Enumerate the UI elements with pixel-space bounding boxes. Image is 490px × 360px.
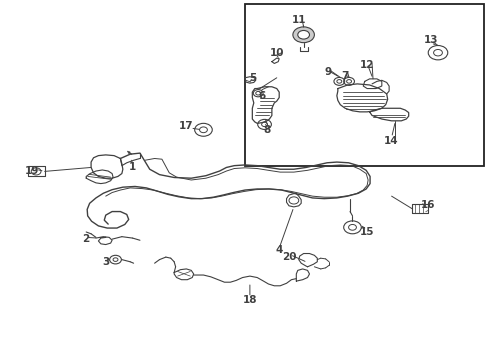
Circle shape: [293, 27, 315, 42]
Text: 12: 12: [360, 60, 374, 70]
Text: 6: 6: [259, 91, 266, 101]
Text: 5: 5: [249, 73, 256, 83]
Text: 4: 4: [275, 245, 283, 255]
Text: 11: 11: [292, 15, 306, 26]
Text: 17: 17: [179, 121, 194, 131]
Text: 15: 15: [360, 227, 374, 237]
Text: 2: 2: [83, 234, 90, 244]
Text: 16: 16: [421, 200, 436, 210]
Text: 3: 3: [102, 257, 109, 267]
Text: 8: 8: [263, 125, 270, 135]
Text: 13: 13: [423, 35, 438, 45]
Circle shape: [298, 31, 310, 39]
Text: 18: 18: [243, 295, 257, 305]
Text: 7: 7: [342, 71, 349, 81]
Bar: [245, 4, 485, 166]
Text: 9: 9: [324, 67, 332, 77]
Text: 1: 1: [129, 162, 136, 172]
Text: 14: 14: [384, 136, 399, 145]
Text: 20: 20: [282, 252, 296, 262]
Text: 10: 10: [270, 48, 284, 58]
Text: 19: 19: [25, 166, 40, 176]
